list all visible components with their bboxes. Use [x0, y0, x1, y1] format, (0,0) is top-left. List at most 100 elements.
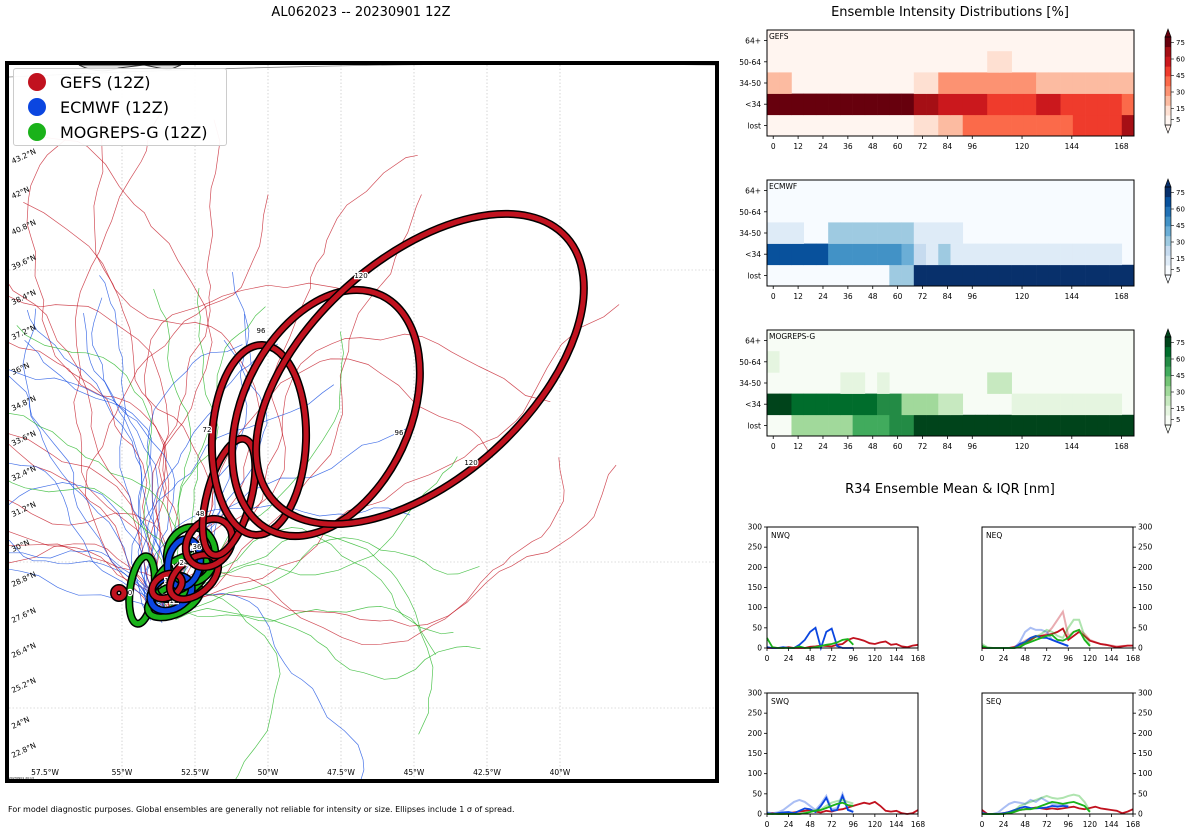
heatmap-cell — [962, 264, 976, 287]
heatmap-cell — [1036, 72, 1049, 94]
lat-label: 26.4°N — [10, 641, 37, 660]
ensemble-track — [158, 592, 281, 779]
heatmap-cell — [803, 393, 817, 416]
heatmap-cell — [852, 414, 866, 437]
heatmap-cell — [864, 222, 878, 244]
y-tick-label: 50-64 — [739, 58, 761, 67]
heatmap-cell — [1097, 393, 1110, 416]
heatmap-cell — [1109, 264, 1123, 287]
heatmap-cell — [1109, 414, 1123, 437]
lat-label: 40.8°N — [10, 218, 37, 237]
heatmap-cell — [913, 393, 927, 416]
colorbar-tick-label: 30 — [1176, 389, 1185, 397]
y-tick-label: 250 — [748, 709, 763, 718]
colorbar-segment — [1165, 235, 1171, 246]
x-tick-label: 168 — [1126, 654, 1141, 663]
x-tick-label: 144 — [1104, 654, 1119, 663]
x-tick-label: 60 — [893, 442, 903, 451]
ensemble-track — [83, 313, 176, 612]
ensemble-track — [9, 462, 160, 608]
legend-marker-mogreps — [28, 123, 46, 141]
heatmap-cell — [926, 393, 939, 416]
heatmap-cell — [815, 243, 829, 266]
heatmap-cell — [877, 393, 890, 416]
heatmap-cell — [767, 72, 780, 94]
heatmap-cell — [1097, 114, 1110, 137]
heatmap-cell — [1011, 264, 1025, 287]
x-tick-label: 96 — [967, 292, 977, 301]
ellipse-gefs-96-ring — [229, 287, 423, 539]
heatmap-cell — [840, 243, 853, 266]
y-tick-label: 200 — [1138, 563, 1153, 572]
heatmap-cell — [889, 393, 902, 416]
colorbar-segment — [1165, 265, 1171, 276]
ensemble-track — [178, 464, 617, 627]
x-tick-label: 24 — [784, 654, 794, 663]
r34-series-line — [981, 796, 1069, 815]
lon-label: 52.5°W — [181, 768, 209, 777]
x-tick-label: 0 — [980, 820, 985, 829]
ensemble-track — [93, 120, 214, 605]
colorbar-segment — [1165, 395, 1171, 406]
heatmap-cell — [1085, 264, 1098, 287]
ensemble-track — [26, 138, 172, 611]
heatmap-cell — [926, 222, 939, 244]
x-tick-label: 96 — [1064, 820, 1074, 829]
heatmap-cell — [938, 114, 951, 137]
colorbar-segment — [1165, 196, 1171, 207]
lat-label: 39.6°N — [10, 253, 37, 272]
heatmap-cell — [864, 414, 878, 437]
y-tick-label: <34 — [745, 400, 761, 409]
x-tick-label: 96 — [967, 142, 977, 151]
heatmap-cell — [1121, 72, 1135, 94]
heatmap-cell — [913, 264, 927, 287]
heatmap-cell — [962, 72, 976, 94]
colorbar-tick-label: 45 — [1176, 72, 1185, 80]
heatmap-cell — [1036, 93, 1049, 116]
intensity-title: Ensemble Intensity Distributions [%] — [831, 5, 1069, 20]
heatmap-cell — [864, 243, 878, 266]
heatmap-cell — [913, 222, 927, 244]
colorbar-tick-label: 30 — [1176, 239, 1185, 247]
colorbar-tick-label: 75 — [1176, 189, 1185, 197]
x-tick-label: 168 — [1126, 820, 1141, 829]
lon-label: 47.5°W — [327, 768, 355, 777]
heatmap-cell — [901, 222, 915, 244]
x-tick-label: 96 — [849, 654, 859, 663]
x-tick-label: 60 — [893, 292, 903, 301]
heatmap-cell — [950, 414, 964, 437]
ensemble-track — [73, 112, 162, 600]
ensemble-track — [99, 275, 166, 609]
heatmap-cell — [1097, 72, 1110, 94]
heatmap-cell — [974, 264, 988, 287]
ellipse-gefs-72 — [207, 341, 311, 539]
colorbar-segment — [1165, 66, 1171, 77]
lat-label: 43.2°N — [10, 147, 37, 166]
y-tick-label: 250 — [1138, 709, 1153, 718]
heatmap-cell — [1048, 414, 1061, 437]
colorbar-extend-bottom — [1164, 274, 1172, 284]
heatmap-cell — [852, 93, 866, 116]
colorbar-segment — [1165, 337, 1171, 348]
heatmap-cell — [913, 72, 927, 94]
r34-label: NEQ — [986, 531, 1002, 540]
lat-label: 32.4°N — [10, 464, 37, 483]
legend-marker-ecmwf — [28, 98, 46, 116]
colorbar-segment — [1165, 385, 1171, 396]
colorbar-tick-label: 75 — [1176, 39, 1185, 47]
colorbar-segment — [1165, 376, 1171, 387]
ellipse-gefs-48-ring — [200, 436, 258, 558]
colorbar-segment — [1165, 37, 1171, 48]
heatmap-cell — [1023, 264, 1037, 287]
heatmap-cell — [1060, 243, 1074, 266]
x-tick-label: 24 — [999, 654, 1009, 663]
heatmap-cell — [889, 93, 902, 116]
y-tick-label: 150 — [1138, 583, 1153, 592]
colorbar-tick-label: 45 — [1176, 222, 1185, 230]
lon-label: 55°W — [112, 768, 133, 777]
heatmap-cell — [913, 414, 927, 437]
heatmap-cell — [1097, 243, 1110, 266]
legend-label: MOGREPS-G (12Z) — [60, 122, 208, 142]
heatmap-cell — [1011, 393, 1025, 416]
ensemble-track — [158, 304, 620, 606]
